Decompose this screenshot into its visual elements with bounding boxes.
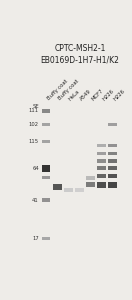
Text: H226: H226 — [112, 88, 126, 101]
Bar — [108, 182, 117, 188]
Bar — [42, 123, 50, 126]
Text: 111: 111 — [29, 108, 39, 113]
Text: HeLa: HeLa — [68, 88, 81, 101]
Text: A549: A549 — [79, 88, 92, 101]
Text: 64: 64 — [32, 166, 39, 171]
Bar — [97, 144, 106, 147]
Text: 115: 115 — [29, 139, 39, 144]
Text: SE: SE — [32, 104, 39, 109]
Text: Buffy coat: Buffy coat — [46, 79, 69, 101]
Bar — [42, 237, 50, 240]
Text: CPTC-MSH2-1
EB0169D-1H7-H1/K2: CPTC-MSH2-1 EB0169D-1H7-H1/K2 — [41, 44, 119, 64]
Bar — [42, 140, 50, 143]
Bar — [42, 176, 50, 179]
Bar — [97, 152, 106, 155]
Bar — [108, 159, 117, 163]
Bar — [42, 109, 50, 112]
Bar — [108, 123, 117, 126]
Bar — [108, 152, 117, 155]
Bar — [97, 182, 106, 188]
Text: H226: H226 — [101, 88, 115, 101]
Bar — [53, 184, 62, 190]
Bar — [86, 182, 95, 187]
Text: Buffy coat: Buffy coat — [57, 79, 80, 101]
Bar — [97, 174, 106, 178]
Bar — [108, 144, 117, 147]
Text: 17: 17 — [32, 236, 39, 241]
Text: 102: 102 — [29, 122, 39, 127]
Text: MCF7: MCF7 — [90, 88, 104, 101]
Bar — [75, 188, 84, 192]
Bar — [86, 176, 95, 180]
Bar — [97, 159, 106, 163]
Bar — [108, 166, 117, 170]
Bar — [64, 188, 73, 192]
Bar — [42, 198, 50, 202]
Bar — [97, 166, 106, 170]
Bar — [108, 174, 117, 178]
Bar — [42, 165, 50, 172]
Text: 41: 41 — [32, 197, 39, 202]
